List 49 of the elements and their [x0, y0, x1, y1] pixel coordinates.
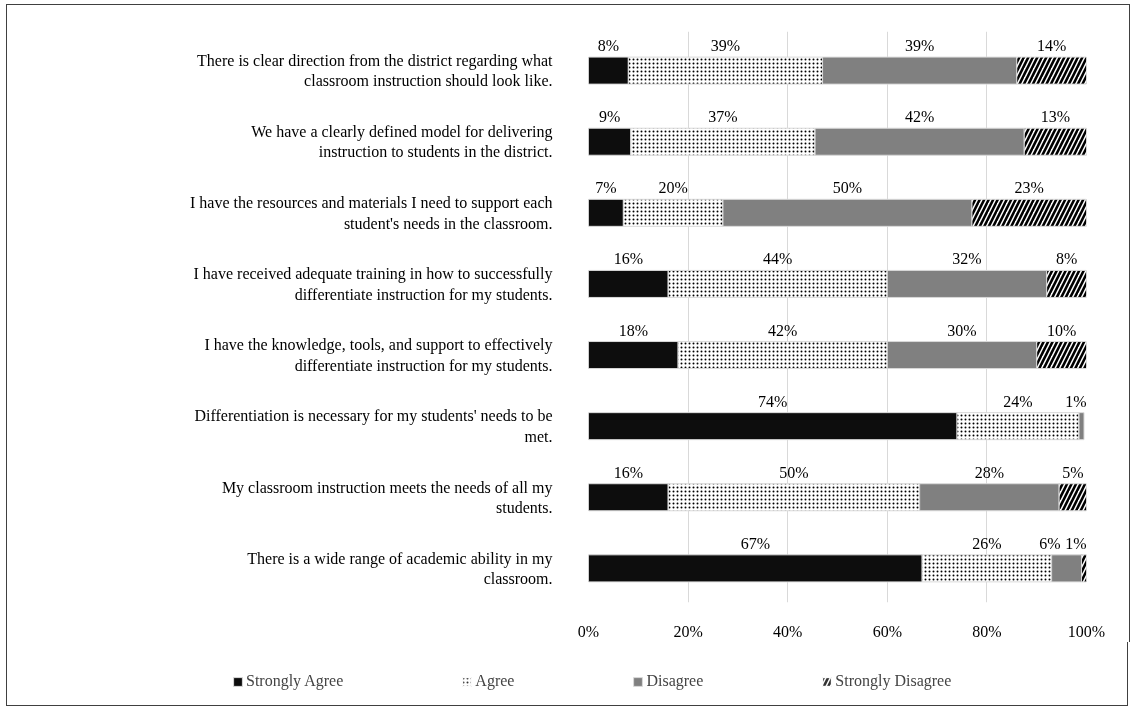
x-tick-label: 60%	[872, 622, 902, 640]
y-tick-label: I have the knowledge, tools, and support to effectively differentiate instruction for my students.	[204, 336, 553, 375]
x-tick-label: 20%	[673, 622, 703, 640]
data-label: 44%	[763, 250, 793, 268]
y-tick-label: I have the resources and materials I need to support each student's needs in the classroom.	[189, 194, 553, 232]
data-label: 14%	[1036, 37, 1067, 55]
data-label: 1%	[1065, 534, 1087, 552]
y-tick-label: I have received adequate training in how to successfully differentiate instruction for my students.	[193, 265, 553, 304]
data-label: 9%	[599, 108, 621, 126]
y-tick-label: There is a wide range of academic ability in my classroom.	[247, 549, 553, 588]
x-tick-label: 40%	[773, 622, 803, 640]
data-label: 6%	[1039, 534, 1061, 552]
data-label: 7%	[595, 179, 617, 197]
data-label: 50%	[832, 179, 863, 197]
legend-label: Strongly Agree	[246, 672, 344, 690]
data-label: 39%	[710, 37, 741, 55]
data-label: 42%	[905, 108, 935, 126]
y-tick-label: We have a clearly defined model for delivering instruction to students in the district.	[251, 123, 553, 161]
x-tick-label: 80%	[972, 622, 1002, 640]
data-label: 67%	[740, 534, 770, 552]
data-label: 8%	[1055, 250, 1078, 268]
y-tick-label: There is clear direction from the district regarding what classroom instruction should look like.	[197, 51, 554, 90]
data-label: 16%	[613, 463, 643, 481]
data-label: 16%	[613, 250, 643, 268]
data-label: 18%	[618, 321, 648, 339]
legend-label: Agree	[475, 672, 515, 690]
legend-label: Disagree	[646, 672, 704, 690]
data-label: 30%	[947, 321, 977, 339]
data-label: 10%	[1046, 321, 1077, 339]
data-label: 42%	[768, 321, 798, 339]
data-label: 24%	[1003, 392, 1033, 410]
data-label: 13%	[1040, 108, 1071, 126]
x-tick-label: 0%	[577, 622, 600, 640]
legend-label: Strongly Disagree	[835, 672, 952, 690]
data-label: 50%	[779, 463, 809, 481]
x-tick-label: 100%	[1067, 622, 1106, 640]
data-label: 8%	[597, 37, 620, 55]
data-label: 26%	[972, 534, 1002, 552]
data-label: 37%	[708, 108, 738, 126]
y-tick-label: My classroom instruction meets the needs of all my students.	[221, 478, 553, 516]
y-tick-label: Differentiation is necessary for my students' needs to be met.	[194, 407, 553, 445]
data-label: 5%	[1062, 463, 1084, 481]
data-label: 20%	[658, 179, 688, 197]
data-label: 1%	[1065, 392, 1087, 410]
data-label: 39%	[905, 37, 935, 55]
data-label: 28%	[974, 463, 1005, 481]
data-label: 23%	[1014, 179, 1044, 197]
data-label: 74%	[758, 392, 788, 410]
data-label: 32%	[952, 250, 982, 268]
